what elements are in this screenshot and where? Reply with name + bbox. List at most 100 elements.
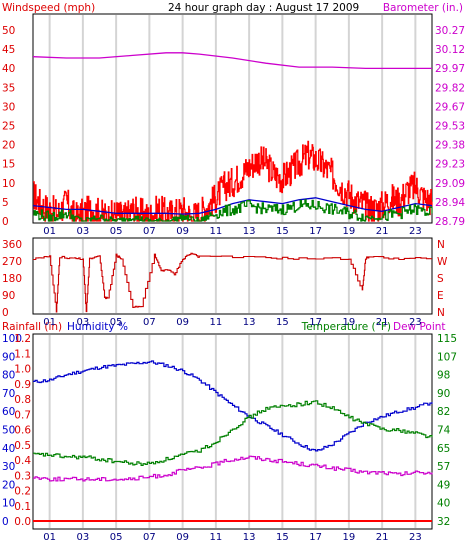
y-tick-label-temperature: 57 [437, 461, 450, 473]
x-tick-label: 15 [276, 226, 289, 237]
compass-label: E [437, 290, 444, 302]
y-tick-label-left: 30 [2, 101, 15, 113]
y-tick-label-humidity: 80 [2, 370, 15, 382]
series-line-barometer-in- [32, 52, 432, 70]
y-tick-label-left: 10 [2, 178, 15, 190]
x-tick-label: 23 [409, 317, 422, 328]
y-tick-label-rainfall: 1.1 [14, 348, 31, 360]
panel-1-frame [32, 237, 433, 315]
y-tick-label-temperature: 32 [437, 516, 450, 528]
x-tick-label: 11 [210, 317, 223, 328]
x-tick-label: 17 [309, 532, 322, 543]
series-line-wind-direction [33, 252, 432, 313]
rainfall-axis-label: Rainfall (in) [2, 321, 62, 333]
y-tick-label-humidity: 100 [2, 333, 22, 345]
x-tick-label: 05 [110, 226, 123, 237]
y-tick-label-left: 35 [2, 82, 15, 94]
y-tick-label-humidity: 60 [2, 406, 15, 418]
x-tick-label: 19 [343, 532, 356, 543]
x-tick-label: 09 [176, 532, 189, 543]
x-tick-label: 11 [210, 532, 223, 543]
x-tick-label: 21 [376, 317, 389, 328]
y-tick-label-right: 30.27 [435, 25, 465, 37]
x-tick-label: 17 [309, 317, 322, 328]
x-tick-label: 09 [176, 226, 189, 237]
y-tick-label-right: 29.82 [435, 82, 465, 94]
x-tick-label: 07 [143, 226, 156, 237]
y-tick-label-right: 29.53 [435, 121, 465, 133]
y-tick-label-humidity: 70 [2, 388, 15, 400]
y-tick-label-left: 40 [2, 63, 15, 75]
barometer-axis-label: Barometer (in.) [383, 2, 463, 14]
x-tick-label: 13 [243, 226, 256, 237]
y-tick-label-right: 29.23 [435, 159, 465, 171]
x-tick-label: 17 [309, 226, 322, 237]
series-line-windspeed-gust-low [33, 199, 433, 222]
y-tick-label-temperature: 74 [437, 425, 451, 437]
y-tick-label-temperature: 49 [437, 479, 450, 491]
y-tick-label-rainfall: 0.9 [14, 379, 31, 391]
y-tick-label-right: 29.09 [435, 178, 465, 190]
compass-label: W [437, 256, 448, 268]
chart-title: 24 hour graph day : August 17 2009 [168, 2, 359, 14]
y-tick-label-right: 29.67 [435, 101, 465, 113]
y-tick-label-left: 180 [2, 273, 22, 285]
x-tick-label: 19 [343, 317, 356, 328]
x-tick-label: 01 [43, 317, 56, 328]
y-tick-label-left: 0 [2, 307, 9, 319]
y-tick-label-temperature: 107 [437, 351, 457, 363]
x-tick-label: 07 [143, 317, 156, 328]
series-line-dew-point [33, 455, 433, 482]
y-tick-label-rainfall: 0.2 [14, 486, 31, 498]
y-tick-label-left: 25 [2, 121, 15, 133]
y-tick-label-left: 5 [2, 197, 9, 209]
windspeed-axis-label: Windspeed (mph) [2, 2, 95, 14]
temperature-axis-label: Temperature (°F) [301, 321, 391, 333]
y-tick-label-rainfall: 0.0 [14, 516, 31, 528]
y-tick-label-left: 0 [2, 216, 9, 228]
x-tick-label: 05 [110, 317, 123, 328]
y-tick-label-left: 15 [2, 159, 15, 171]
y-tick-label-humidity: 20 [2, 479, 15, 491]
y-tick-label-rainfall: 1.0 [14, 364, 31, 376]
y-tick-label-rainfall: 0.1 [14, 501, 31, 513]
x-tick-label: 13 [243, 317, 256, 328]
y-tick-label-humidity: 10 [2, 498, 15, 510]
x-tick-label: 21 [376, 226, 389, 237]
y-tick-label-humidity: 90 [2, 351, 15, 363]
y-tick-label-left: 360 [2, 239, 22, 251]
y-tick-label-rainfall: 0.7 [14, 409, 31, 421]
compass-label: N [437, 239, 445, 251]
x-tick-label: 05 [110, 532, 123, 543]
y-tick-label-temperature: 40 [437, 498, 450, 510]
compass-label: N [437, 307, 445, 319]
y-tick-label-temperature: 115 [437, 333, 457, 345]
x-tick-label: 15 [276, 317, 289, 328]
x-tick-label: 13 [243, 532, 256, 543]
chart-panels: 01 03 05 07 09 11 13 15 17 19 21 235045403530252015… [2, 13, 465, 543]
x-tick-label: 03 [77, 317, 90, 328]
x-tick-label: 11 [210, 226, 223, 237]
y-tick-label-left: 20 [2, 140, 15, 152]
y-tick-label-humidity: 40 [2, 443, 15, 455]
y-tick-label-temperature: 98 [437, 370, 450, 382]
y-tick-label-rainfall: 0.6 [14, 425, 31, 437]
x-tick-label: 23 [409, 532, 422, 543]
x-tick-label: 03 [77, 532, 90, 543]
y-tick-label-left: 270 [2, 256, 22, 268]
panel-2-frame [32, 333, 433, 530]
y-tick-label-right: 28.79 [435, 216, 465, 228]
y-tick-label-humidity: 50 [2, 425, 15, 437]
x-tick-label: 01 [43, 532, 56, 543]
y-tick-label-temperature: 90 [437, 388, 450, 400]
y-tick-label-right: 28.94 [435, 197, 465, 209]
y-tick-label-left: 45 [2, 44, 15, 56]
y-tick-label-rainfall: 0.8 [14, 394, 31, 406]
y-tick-label-temperature: 65 [437, 443, 450, 455]
y-tick-label-left: 50 [2, 25, 15, 37]
y-tick-label-right: 30.12 [435, 44, 465, 56]
y-tick-label-rainfall: 0.5 [14, 440, 31, 452]
x-tick-label: 19 [343, 226, 356, 237]
x-tick-label: 09 [176, 317, 189, 328]
